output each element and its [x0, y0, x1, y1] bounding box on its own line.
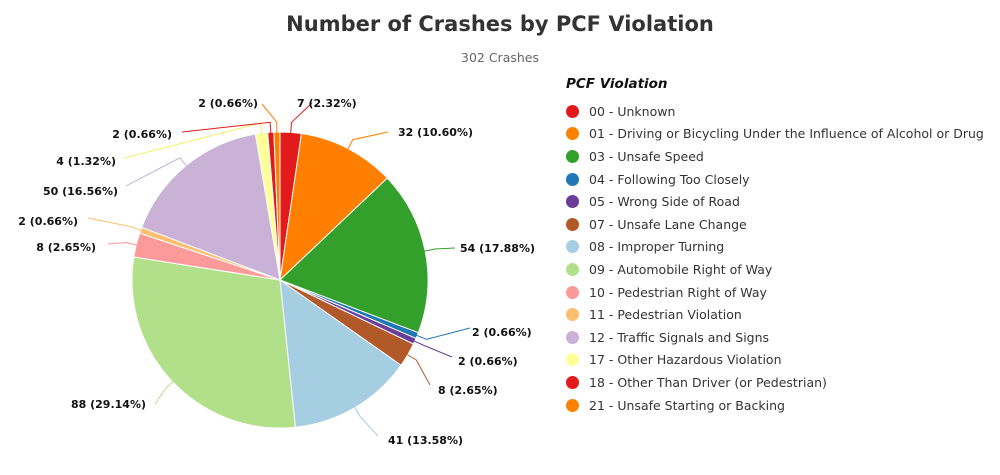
data-label: 2 (0.66%): [112, 128, 172, 141]
legend-label: 03 - Unsafe Speed: [589, 148, 704, 164]
legend-title: PCF Violation: [566, 76, 668, 92]
legend-item[interactable]: 10 - Pedestrian Right of Way: [566, 281, 996, 304]
legend-swatch: [566, 285, 579, 299]
legend-item[interactable]: 12 - Traffic Signals and Signs: [566, 326, 996, 349]
data-label: 2 (0.66%): [472, 326, 532, 339]
leader-line: [87, 217, 143, 232]
legend-label: 01 - Driving or Bicycling Under the Infl…: [589, 126, 984, 142]
data-label: 50 (16.56%): [43, 185, 118, 198]
legend-label: 07 - Unsafe Lane Change: [589, 216, 747, 232]
legend-label: 10 - Pedestrian Right of Way: [589, 284, 767, 300]
data-label: 2 (0.66%): [458, 355, 518, 368]
legend-label: 05 - Wrong Side of Road: [589, 194, 740, 210]
legend-swatch: [566, 104, 579, 118]
legend-item[interactable]: 21 - Unsafe Starting or Backing: [566, 394, 996, 417]
legend-item[interactable]: 17 - Other Hazardous Violation: [566, 349, 996, 372]
legend-item[interactable]: 05 - Wrong Side of Road: [566, 190, 996, 213]
leader-line: [107, 242, 139, 246]
legend-label: 17 - Other Hazardous Violation: [589, 352, 782, 368]
data-label: 8 (2.65%): [438, 384, 498, 397]
legend-label: 04 - Following Too Closely: [589, 171, 750, 187]
leader-line: [412, 339, 453, 358]
legend-swatch: [566, 398, 579, 412]
legend-label: 12 - Traffic Signals and Signs: [589, 329, 770, 345]
leader-line: [423, 247, 456, 252]
leader-line: [261, 103, 278, 135]
legend-label: 08 - Improper Turning: [589, 239, 725, 255]
data-label: 32 (10.60%): [398, 126, 473, 139]
leader-line: [154, 380, 175, 405]
data-label: 2 (0.66%): [18, 215, 78, 228]
legend-item[interactable]: 18 - Other Than Driver (or Pedestrian): [566, 371, 996, 394]
legend-item[interactable]: 00 - Unknown: [566, 100, 996, 123]
leader-line: [181, 121, 272, 135]
leader-line: [415, 327, 471, 340]
legend-label: 00 - Unknown: [589, 103, 676, 119]
legend-item[interactable]: 07 - Unsafe Lane Change: [566, 213, 996, 236]
legend-swatch: [566, 195, 579, 209]
leader-line: [346, 131, 389, 151]
legend-swatch: [566, 353, 579, 367]
data-label: 54 (17.88%): [460, 242, 535, 255]
data-label: 41 (13.58%): [388, 434, 463, 447]
data-label: 7 (2.32%): [297, 97, 357, 110]
chart-title: Number of Crashes by PCF Violation: [286, 12, 714, 36]
leader-line: [125, 157, 188, 187]
legend-item[interactable]: 08 - Improper Turning: [566, 236, 996, 259]
leader-line: [290, 102, 313, 135]
pie-chart: 7 (2.32%) 32 (10.60%) 54 (17.88%) 2 (0.66%)…: [18, 97, 535, 447]
legend-item[interactable]: 04 - Following Too Closely: [566, 168, 996, 191]
legend-swatch: [566, 240, 579, 254]
data-label: 4 (1.32%): [56, 155, 116, 168]
legend-swatch: [566, 127, 579, 141]
legend-items: 00 - Unknown 01 - Driving or Bicycling Un…: [566, 100, 996, 416]
legend-item[interactable]: 11 - Pedestrian Violation: [566, 303, 996, 326]
legend-swatch: [566, 149, 579, 163]
legend-label: 21 - Unsafe Starting or Backing: [589, 397, 785, 413]
legend: PCF Violation 00 - Unknown 01 - Driving o…: [566, 76, 996, 416]
data-label: 88 (29.14%): [71, 398, 146, 411]
legend-item[interactable]: 01 - Driving or Bicycling Under the Infl…: [566, 123, 996, 146]
legend-swatch: [566, 330, 579, 344]
data-label: 8 (2.65%): [36, 241, 96, 254]
chart-subtitle: 302 Crashes: [461, 50, 539, 65]
legend-item[interactable]: 09 - Automobile Right of Way: [566, 258, 996, 281]
data-label: 2 (0.66%): [198, 97, 258, 110]
legend-swatch: [566, 217, 579, 231]
legend-swatch: [566, 308, 579, 322]
leader-line: [353, 405, 379, 437]
legend-swatch: [566, 262, 579, 276]
legend-label: 18 - Other Than Driver (or Pedestrian): [589, 374, 827, 390]
legend-swatch: [566, 375, 579, 389]
legend-label: 11 - Pedestrian Violation: [589, 307, 742, 323]
leader-line: [405, 353, 431, 386]
legend-swatch: [566, 172, 579, 186]
legend-label: 09 - Automobile Right of Way: [589, 261, 773, 277]
legend-item[interactable]: 03 - Unsafe Speed: [566, 145, 996, 168]
